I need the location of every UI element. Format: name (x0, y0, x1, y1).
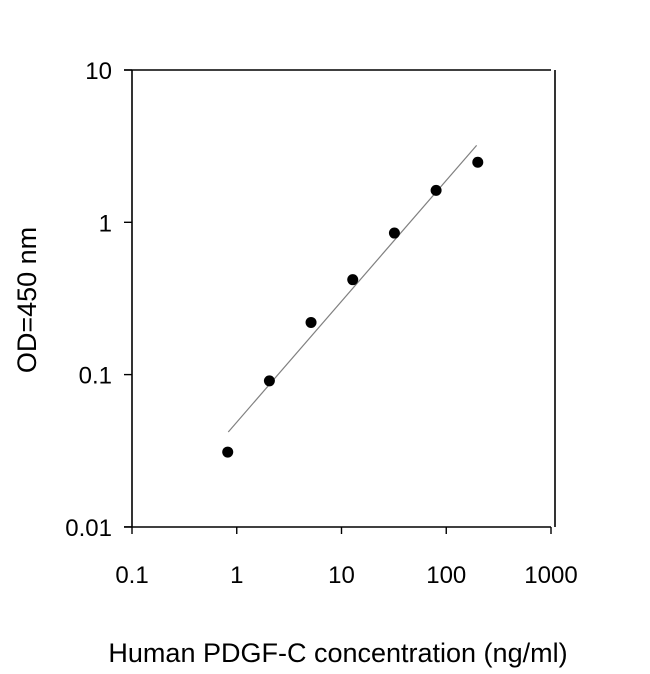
data-point (472, 156, 484, 168)
x-tick-label: 0.1 (115, 562, 148, 589)
data-point (263, 375, 275, 387)
x-tick-label: 100 (426, 562, 466, 589)
data-point (347, 274, 359, 286)
data-points (222, 156, 484, 458)
x-axis-ticks: 0.1 1 10 100 1000 (115, 527, 578, 589)
data-point (222, 446, 234, 458)
y-axis-title: OD=450 nm (12, 227, 42, 373)
y-tick-label: 0.01 (65, 515, 112, 542)
plot-frame (124, 69, 556, 528)
y-tick-label: 10 (85, 58, 112, 85)
x-tick-label: 1000 (524, 562, 577, 589)
data-point (388, 227, 400, 239)
x-tick-label: 1 (230, 562, 243, 589)
y-tick-label: 1 (99, 210, 112, 237)
data-point (430, 184, 442, 196)
y-axis-ticks: 0.01 0.1 1 10 (65, 58, 132, 542)
y-tick-label: 0.1 (79, 363, 112, 390)
data-point (305, 316, 317, 328)
x-tick-label: 10 (328, 562, 355, 589)
x-axis-title: Human PDGF-C concentration (ng/ml) (108, 638, 567, 668)
